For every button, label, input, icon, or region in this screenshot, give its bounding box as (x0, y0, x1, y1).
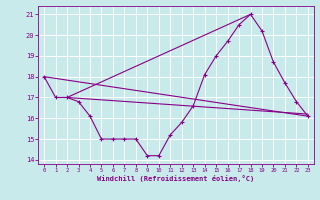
X-axis label: Windchill (Refroidissement éolien,°C): Windchill (Refroidissement éolien,°C) (97, 175, 255, 182)
